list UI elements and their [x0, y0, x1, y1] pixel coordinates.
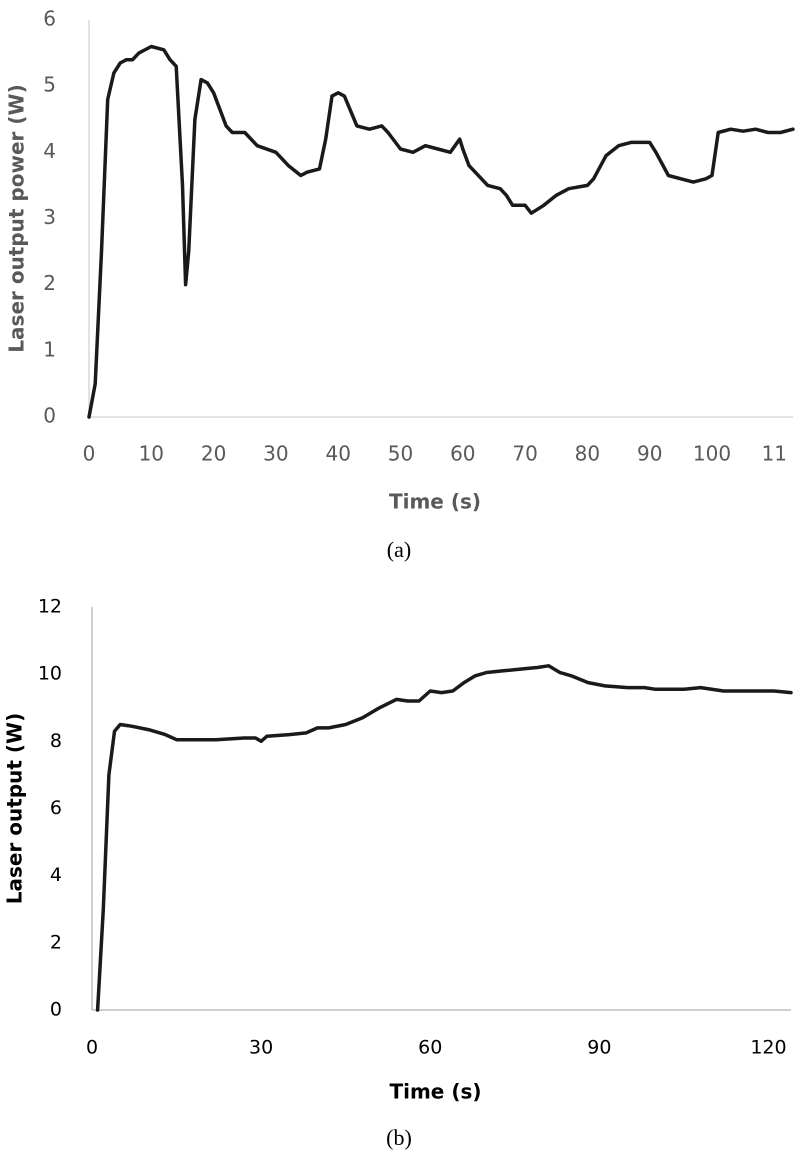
y-tick-label: 3 [43, 205, 56, 229]
y-tick-label: 4 [50, 864, 62, 886]
x-tick-label: 30 [263, 442, 288, 466]
y-axis-title: Laser output power (W) [5, 84, 29, 352]
x-tick-label: 90 [587, 1037, 611, 1059]
x-tick-label: 40 [325, 442, 350, 466]
y-tick-label: 8 [50, 730, 62, 752]
x-tick-label: 100 [693, 442, 731, 466]
x-tick-label: 20 [201, 442, 226, 466]
y-tick-label: 10 [38, 663, 62, 685]
data-line [87, 44, 795, 419]
y-tick-label: 0 [43, 404, 56, 428]
x-tick-label: 0 [86, 1037, 98, 1059]
y-tick-label: 1 [43, 337, 56, 361]
x-tick-label: 60 [418, 1037, 442, 1059]
x-tick-label: 120 [750, 1037, 786, 1059]
x-tick-label: 70 [512, 442, 537, 466]
x-tick-label: 60 [450, 442, 475, 466]
x-tick-label: 80 [575, 442, 600, 466]
y-tick-label: 6 [50, 797, 62, 819]
x-axis-title: Time (s) [389, 1080, 481, 1104]
x-tick-label: 50 [388, 442, 413, 466]
caption: (a) [387, 537, 411, 562]
y-tick-label: 5 [43, 73, 56, 97]
y-tick-label: 2 [43, 271, 56, 295]
data-line [95, 664, 793, 1012]
x-tick-label: 0 [83, 442, 96, 466]
y-tick-label: 12 [38, 596, 62, 618]
x-tick-label: 30 [249, 1037, 273, 1059]
x-tick-label: 11 [762, 442, 787, 466]
caption: (b) [386, 1125, 412, 1150]
y-tick-label: 6 [43, 7, 56, 31]
y-tick-label: 2 [50, 931, 62, 953]
y-tick-label: 4 [43, 139, 56, 163]
x-tick-label: 10 [139, 442, 164, 466]
y-tick-label: 0 [50, 999, 62, 1021]
x-tick-label: 90 [637, 442, 662, 466]
x-axis-title: Time (s) [389, 490, 481, 514]
y-axis-title: Laser output (W) [3, 713, 27, 905]
